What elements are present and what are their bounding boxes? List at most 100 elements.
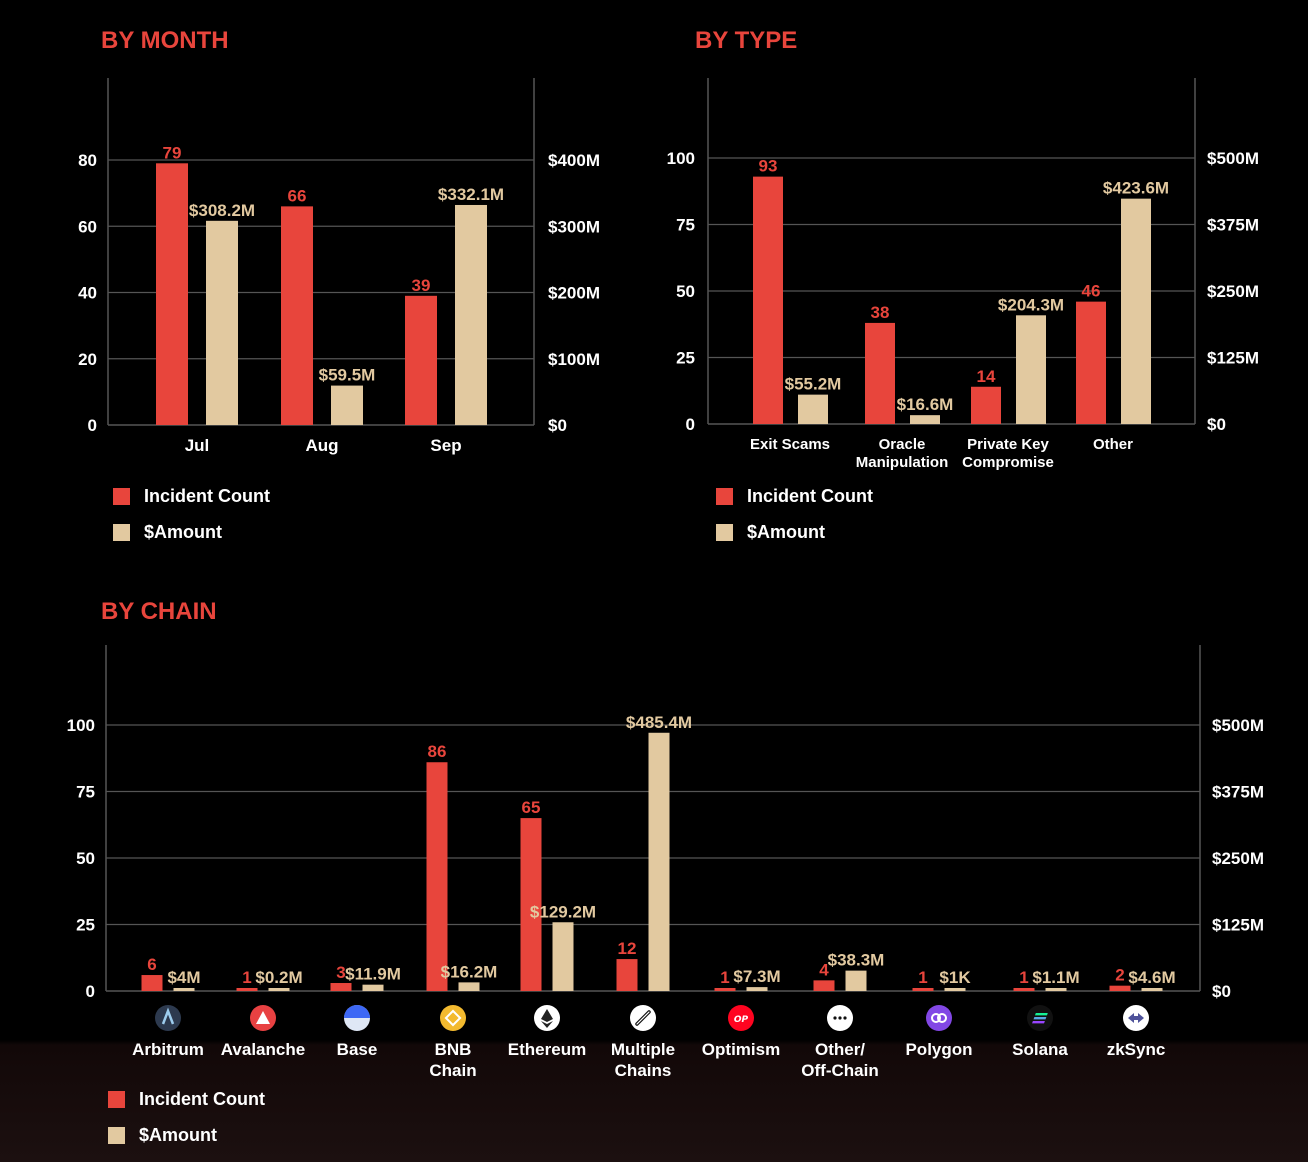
bar-amount	[458, 982, 480, 991]
left-tick-label: 75	[676, 216, 695, 235]
right-tick-label: $500M	[1212, 716, 1264, 735]
data-label-count: 65	[522, 798, 541, 817]
legend-label-count: Incident Count	[144, 486, 270, 506]
right-tick-label: $100M	[548, 350, 600, 369]
arbitrum-icon	[155, 1005, 181, 1031]
left-tick-label: 25	[676, 349, 695, 368]
chart-by-chain: BY CHAIN 0 25 50 75 100 $0 $125M $250M $375M $500M…	[67, 598, 1264, 1145]
bar-incident-count	[865, 322, 895, 424]
bar-incident-count	[971, 386, 1001, 424]
chart-title: BY TYPE	[695, 27, 797, 54]
category-label: Exit Scams	[750, 436, 830, 453]
category-label: Other	[1093, 436, 1133, 453]
data-label-amount: $1.1M	[1032, 968, 1079, 987]
category-label: zkSync	[1107, 1040, 1166, 1059]
right-tick-label: $250M	[1207, 282, 1259, 301]
right-tick-label: $0	[1212, 982, 1231, 1001]
category-label: Jul	[185, 436, 210, 455]
left-tick-label: 50	[76, 849, 95, 868]
legend-swatch-amount	[716, 524, 733, 541]
chart-by-type: BY TYPE 0 25 50 75 100 $0 $125M $250M $375M $500M 9…	[667, 27, 1259, 542]
left-tick-label: 0	[86, 982, 95, 1001]
bar-amount	[552, 922, 574, 991]
left-tick-label: 80	[78, 151, 97, 170]
left-tick-label: 50	[676, 282, 695, 301]
category-label: Private Key Compromise	[962, 436, 1054, 471]
category-label: Aug	[305, 436, 338, 455]
bar-amount	[798, 394, 828, 424]
right-tick-label: $125M	[1207, 349, 1259, 368]
bar-incident-count	[753, 176, 783, 424]
data-label-count: 14	[977, 367, 996, 386]
left-tick-label: 100	[67, 716, 95, 735]
data-label-amount: $423.6M	[1103, 179, 1169, 198]
data-label-amount: $129.2M	[530, 902, 596, 921]
legend: Incident Count $Amount	[113, 486, 270, 542]
bar-amount	[268, 988, 290, 991]
bar-incident-count	[912, 988, 934, 991]
left-tick-label: 25	[76, 916, 95, 935]
category-label: Optimism	[702, 1040, 780, 1059]
bar-incident-count	[714, 988, 736, 991]
legend-label-amount: $Amount	[747, 522, 825, 542]
data-label-count: 1	[1019, 968, 1028, 987]
bar-incident-count	[1076, 301, 1106, 424]
data-label-count: 39	[412, 276, 431, 295]
legend-label-count: Incident Count	[139, 1089, 265, 1109]
bar-incident-count	[1013, 988, 1035, 991]
category-label: BNB Chain	[429, 1040, 476, 1080]
zksync-icon	[1123, 1005, 1149, 1031]
ethereum-icon	[534, 1005, 560, 1031]
left-tick-label: 0	[88, 416, 97, 435]
bar-incident-count	[813, 980, 835, 991]
bar-amount	[910, 415, 940, 424]
legend-swatch-amount	[108, 1127, 125, 1144]
bar-amount	[648, 732, 670, 991]
data-label-count: 79	[163, 143, 182, 162]
legend-label-count: Incident Count	[747, 486, 873, 506]
data-label-amount: $11.9M	[345, 965, 401, 984]
data-label-amount: $38.3M	[828, 951, 885, 970]
right-tick-label: $0	[1207, 415, 1226, 434]
data-label-amount: $485.4M	[626, 713, 692, 732]
bar-incident-count	[236, 988, 258, 991]
bar-incident-count	[330, 983, 352, 991]
data-label-amount: $55.2M	[785, 375, 842, 394]
bar-incident-count	[426, 762, 448, 991]
data-label-amount: $0.2M	[255, 968, 302, 987]
data-label-count: 46	[1082, 282, 1101, 301]
right-tick-label: $200M	[548, 284, 600, 303]
data-label-count: 1	[720, 968, 729, 987]
avalanche-icon	[250, 1005, 276, 1031]
data-label-count: 1	[242, 968, 251, 987]
bar-amount	[455, 204, 487, 425]
category-label: Sep	[430, 436, 461, 455]
optimism-icon: OP	[728, 1005, 754, 1031]
data-label-count: 66	[288, 186, 307, 205]
data-label-count: 38	[871, 303, 890, 322]
link-icon	[630, 1005, 656, 1031]
legend-label-amount: $Amount	[139, 1125, 217, 1145]
category-label: Multiple Chains	[611, 1040, 675, 1080]
right-tick-label: $500M	[1207, 149, 1259, 168]
data-label-amount: $16.2M	[441, 962, 498, 981]
left-tick-label: 75	[76, 783, 95, 802]
svg-text:OP: OP	[734, 1015, 749, 1025]
left-tick-label: 20	[78, 350, 97, 369]
legend-swatch-count	[113, 488, 130, 505]
bar-amount	[1016, 315, 1046, 424]
data-label-count: 1	[918, 968, 927, 987]
legend: Incident Count $Amount	[108, 1089, 265, 1145]
bnb-icon	[440, 1005, 466, 1031]
data-label-count: 2	[1115, 966, 1124, 985]
bar-amount	[845, 970, 867, 991]
left-tick-label: 60	[78, 217, 97, 236]
right-tick-label: $300M	[548, 217, 600, 236]
bar-amount	[1045, 988, 1067, 991]
right-tick-label: $0	[548, 416, 567, 435]
polygon-icon	[926, 1005, 952, 1031]
bar-amount	[746, 987, 768, 991]
data-label-count: 6	[147, 955, 156, 974]
base-icon	[344, 1005, 370, 1031]
category-label: Other/Off-Chain	[801, 1040, 878, 1080]
